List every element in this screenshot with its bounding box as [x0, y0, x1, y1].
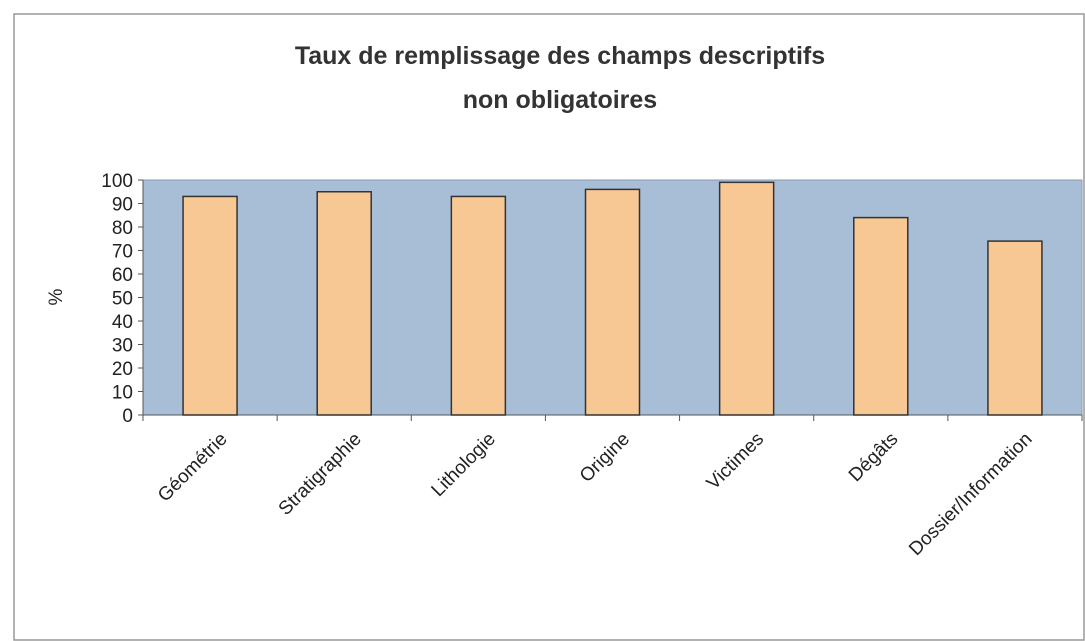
y-tick-label: 60 — [112, 265, 133, 286]
bar — [987, 240, 1043, 416]
y-tick-label: 40 — [112, 312, 133, 333]
y-tick-label: 70 — [112, 242, 133, 263]
y-tick-label: 20 — [112, 359, 133, 380]
bar — [182, 195, 238, 416]
y-axis-label: % — [46, 288, 67, 305]
chart-title: non obligatoires — [463, 86, 657, 114]
y-tick-label: 10 — [112, 383, 133, 404]
bar — [718, 181, 775, 416]
bar — [853, 216, 909, 416]
y-tick-label: 100 — [101, 171, 133, 192]
bar — [450, 195, 507, 416]
bar — [584, 188, 641, 416]
bar — [316, 191, 372, 416]
y-tick-label: 90 — [112, 195, 133, 216]
chart-title: Taux de remplissage des champs descripti… — [295, 42, 825, 70]
y-tick-label: 0 — [122, 406, 133, 427]
y-tick-label: 30 — [112, 336, 133, 357]
y-tick-label: 50 — [112, 289, 133, 310]
y-tick-label: 80 — [112, 218, 133, 239]
